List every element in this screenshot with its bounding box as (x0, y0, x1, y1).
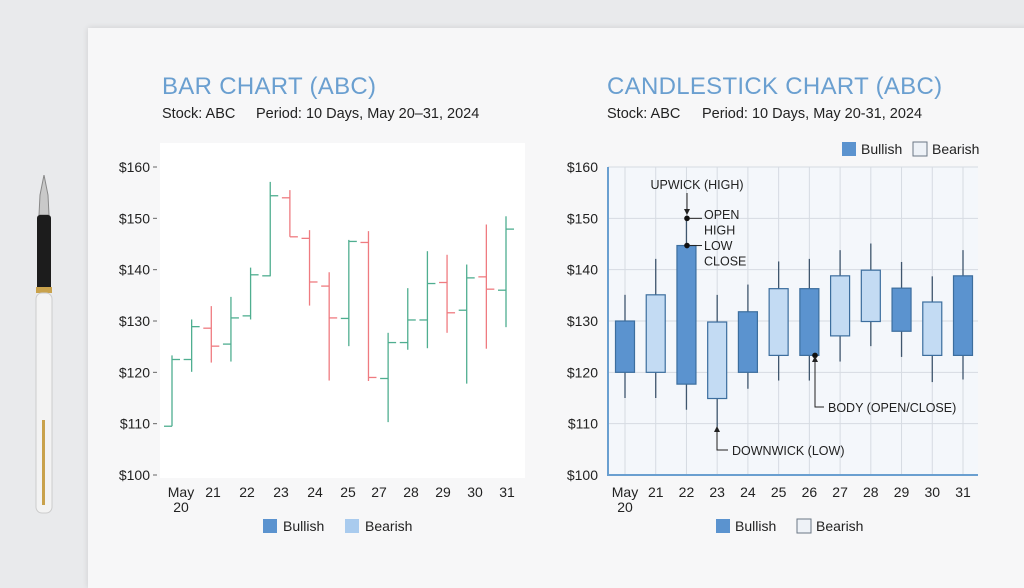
annotation-ohlc-label: LOW (704, 239, 733, 253)
legend-bullish-swatch (716, 519, 730, 533)
x-tick-label: 27 (371, 484, 387, 500)
x-tick-label: May 20 (168, 484, 194, 515)
y-tick-label: $130 (567, 313, 598, 329)
x-tick-label: 24 (307, 484, 323, 500)
candle-body-bearish (768, 288, 789, 356)
candle-body-bearish (922, 301, 943, 356)
candle-body-bearish (829, 275, 851, 337)
x-tick-label: 27 (832, 484, 848, 500)
x-tick-label: 22 (239, 484, 255, 500)
y-tick-label: $140 (567, 262, 598, 278)
candlestick-chart-title: CANDLESTICK CHART (ABC) (607, 73, 943, 100)
y-tick-label: $110 (568, 416, 598, 432)
candle-body-bearish (860, 269, 881, 323)
x-tick-label: 30 (924, 484, 940, 500)
x-tick-label: 23 (709, 484, 725, 500)
y-tick-label: $120 (119, 364, 150, 380)
y-tick-label: $140 (119, 262, 150, 278)
x-tick-label: 28 (403, 484, 419, 500)
x-tick-label: 25 (340, 484, 356, 500)
x-tick-label: 21 (648, 484, 664, 500)
annotation-dot (684, 242, 690, 249)
annotation-ohlc-label: CLOSE (704, 255, 746, 269)
candle-body-bullish (891, 287, 912, 332)
legend-bearish-label: Bearish (932, 141, 979, 157)
candle-body-bullish (799, 288, 820, 356)
legend-bullish-swatch (263, 519, 277, 533)
annotation-leader (716, 430, 728, 451)
x-tick-label: 21 (205, 484, 221, 500)
x-tick-label: 24 (740, 484, 756, 500)
bar-plot-area (160, 143, 525, 478)
x-tick-label: 22 (679, 484, 695, 500)
annotation-dot (812, 352, 818, 359)
legend-bullish-label: Bullish (283, 518, 324, 534)
y-tick-label: $150 (567, 210, 598, 226)
legend-bearish-label: Bearish (365, 518, 412, 534)
arrow-head-icon (684, 209, 690, 215)
annotation-body: BODY (OPEN/CLOSE) (828, 401, 956, 415)
x-tick-label: 31 (499, 484, 515, 500)
candle-body-bullish (952, 275, 974, 356)
annotation-upwick: UPWICK (HIGH) (650, 178, 743, 192)
annotation-leader (814, 360, 824, 408)
legend-bearish-swatch (796, 518, 812, 534)
candle-body-bearish (707, 321, 728, 400)
bar-chart-stock: Stock: ABC (162, 106, 236, 122)
candle-body-bullish (614, 320, 636, 373)
x-tick-label: 31 (955, 484, 971, 500)
arrow-head-icon (812, 356, 818, 362)
arrow-head-icon (714, 426, 720, 432)
y-tick-label: $110 (120, 416, 150, 432)
candle-body-bullish (676, 244, 697, 385)
legend-bearish-swatch (912, 141, 928, 157)
charts-canvas: $100 $110 $120 $130 $140 $150 $160 May 20 21 22 23 2… (119, 141, 980, 534)
bar-chart-title: BAR CHART (ABC) (162, 73, 377, 100)
legend-bullish-label: Bullish (861, 141, 902, 157)
y-tick-label: $130 (119, 313, 150, 329)
legend-bullish-label: Bullish (735, 518, 776, 534)
x-tick-label: 26 (802, 484, 818, 500)
x-tick-label: 30 (467, 484, 483, 500)
x-tick-label: May 20 (612, 484, 638, 515)
x-tick-label: 23 (273, 484, 289, 500)
y-tick-label: $100 (119, 467, 150, 483)
fountain-pen-icon (35, 175, 53, 514)
annotation-ohlc-label: HIGH (704, 224, 735, 238)
candlestick-chart-period: Period: 10 Days, May 20-31, 2024 (702, 106, 923, 122)
candle-body-bullish (737, 311, 759, 373)
y-tick-label: $160 (119, 159, 150, 175)
candle-body-bearish (645, 294, 666, 373)
y-tick-label: $160 (567, 159, 598, 175)
x-tick-label: 25 (771, 484, 787, 500)
annotation-downwick: DOWNWICK (LOW) (732, 444, 844, 458)
x-tick-label: 29 (435, 484, 451, 500)
y-tick-label: $100 (567, 467, 598, 483)
candlestick-chart-stock: Stock: ABC (607, 106, 681, 122)
y-tick-label: $150 (119, 210, 150, 226)
bar-chart-period: Period: 10 Days, May 20–31, 2024 (256, 106, 480, 122)
legend-bearish-swatch (345, 519, 359, 533)
x-tick-label: 29 (894, 484, 910, 500)
annotation-dot (684, 215, 690, 222)
legend-bearish-label: Bearish (816, 518, 863, 534)
annotation-ohlc-label: OPEN (704, 208, 739, 222)
legend-bullish-swatch (842, 142, 856, 156)
x-tick-label: 28 (863, 484, 879, 500)
y-tick-label: $120 (567, 364, 598, 380)
